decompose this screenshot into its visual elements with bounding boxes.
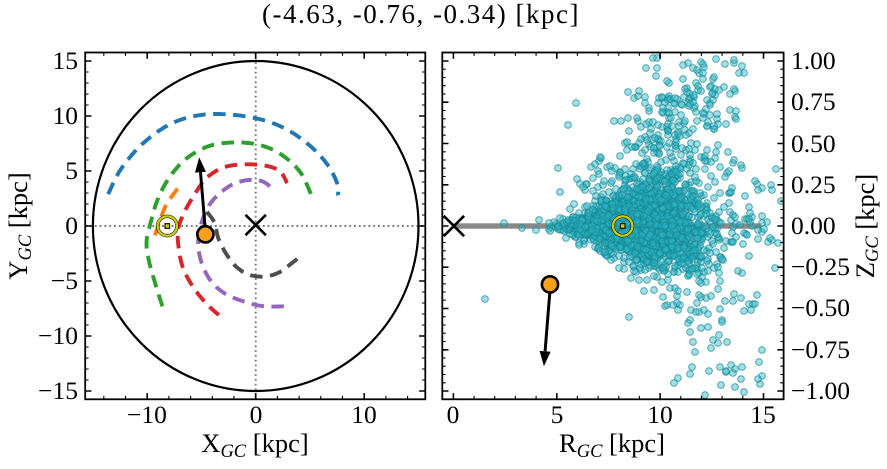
svg-text:RGC [kpc]: RGC [kpc]: [559, 428, 665, 462]
svg-text:10: 10: [647, 400, 673, 429]
svg-text:0: 0: [447, 400, 460, 429]
svg-text:−10: −10: [127, 400, 167, 429]
svg-text:1.00: 1.00: [791, 46, 836, 75]
svg-text:0.00: 0.00: [791, 211, 836, 240]
svg-text:YGC [kpc]: YGC [kpc]: [3, 172, 36, 279]
svg-text:0: 0: [65, 211, 78, 240]
svg-text:(-4.63, -0.76, -0.34) [kpc]: (-4.63, -0.76, -0.34) [kpc]: [262, 0, 580, 29]
svg-text:0.75: 0.75: [791, 87, 836, 116]
svg-text:0: 0: [250, 400, 263, 429]
svg-text:−1.00: −1.00: [791, 376, 850, 405]
svg-text:0.25: 0.25: [791, 170, 836, 199]
svg-text:−0.75: −0.75: [791, 335, 850, 364]
svg-text:10: 10: [53, 101, 79, 130]
svg-text:−0.25: −0.25: [791, 252, 850, 281]
svg-text:−10: −10: [38, 321, 78, 350]
svg-text:15: 15: [750, 400, 776, 429]
svg-text:0.50: 0.50: [791, 129, 836, 158]
svg-text:5: 5: [65, 156, 78, 185]
svg-text:−15: −15: [38, 376, 78, 405]
svg-text:XGC [kpc]: XGC [kpc]: [201, 428, 308, 462]
svg-text:ZGC [kpc]: ZGC [kpc]: [850, 174, 883, 278]
svg-text:15: 15: [53, 46, 79, 75]
svg-text:−0.50: −0.50: [791, 293, 850, 322]
svg-text:−5: −5: [51, 266, 78, 295]
svg-text:5: 5: [551, 400, 564, 429]
svg-text:10: 10: [351, 400, 377, 429]
